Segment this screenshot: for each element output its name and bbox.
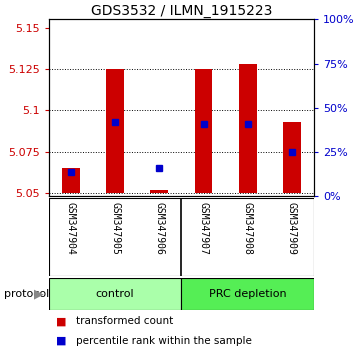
Text: GSM347909: GSM347909 xyxy=(287,202,297,255)
Bar xyxy=(49,278,181,310)
Text: control: control xyxy=(96,289,134,299)
Bar xyxy=(151,190,168,193)
Bar xyxy=(283,122,301,193)
Text: transformed count: transformed count xyxy=(76,316,173,326)
Bar xyxy=(239,64,257,193)
Text: ■: ■ xyxy=(56,316,66,326)
Text: GSM347907: GSM347907 xyxy=(199,202,209,255)
Text: protocol: protocol xyxy=(4,289,49,299)
Title: GDS3532 / ILMN_1915223: GDS3532 / ILMN_1915223 xyxy=(91,5,272,18)
Text: GSM347908: GSM347908 xyxy=(243,202,253,255)
Text: percentile rank within the sample: percentile rank within the sample xyxy=(76,336,252,346)
Text: GSM347906: GSM347906 xyxy=(154,202,164,255)
Bar xyxy=(62,169,80,193)
Text: PRC depletion: PRC depletion xyxy=(209,289,287,299)
Text: ▶: ▶ xyxy=(34,287,44,300)
Bar xyxy=(106,69,124,193)
Bar xyxy=(181,278,314,310)
Bar xyxy=(195,69,212,193)
Text: ■: ■ xyxy=(56,336,66,346)
Text: GSM347904: GSM347904 xyxy=(66,202,76,255)
Text: GSM347905: GSM347905 xyxy=(110,202,120,255)
